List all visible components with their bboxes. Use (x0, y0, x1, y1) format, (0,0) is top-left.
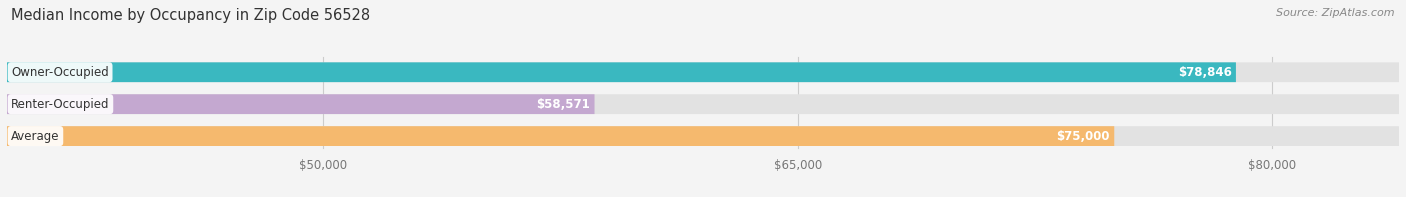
FancyBboxPatch shape (7, 94, 595, 114)
Text: Owner-Occupied: Owner-Occupied (11, 66, 108, 79)
FancyBboxPatch shape (7, 94, 1399, 114)
Text: Median Income by Occupancy in Zip Code 56528: Median Income by Occupancy in Zip Code 5… (11, 8, 370, 23)
Text: $75,000: $75,000 (1056, 130, 1111, 143)
FancyBboxPatch shape (7, 62, 1399, 82)
Text: Renter-Occupied: Renter-Occupied (11, 98, 110, 111)
Text: $78,846: $78,846 (1178, 66, 1232, 79)
FancyBboxPatch shape (7, 62, 1236, 82)
Text: Source: ZipAtlas.com: Source: ZipAtlas.com (1277, 8, 1395, 18)
Text: $58,571: $58,571 (537, 98, 591, 111)
Text: Average: Average (11, 130, 59, 143)
FancyBboxPatch shape (7, 126, 1114, 146)
FancyBboxPatch shape (7, 126, 1399, 146)
